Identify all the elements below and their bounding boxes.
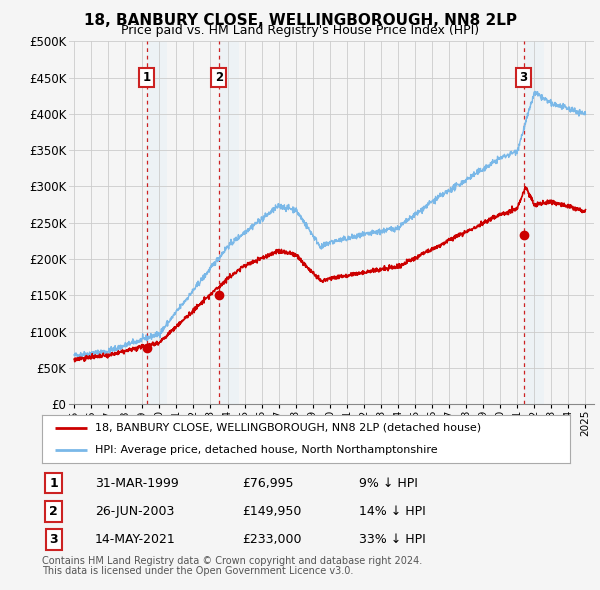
Text: 31-MAR-1999: 31-MAR-1999: [95, 477, 179, 490]
Text: HPI: Average price, detached house, North Northamptonshire: HPI: Average price, detached house, Nort…: [95, 445, 437, 455]
Text: 1: 1: [142, 71, 151, 84]
Text: 14% ↓ HPI: 14% ↓ HPI: [359, 505, 425, 518]
Text: Price paid vs. HM Land Registry's House Price Index (HPI): Price paid vs. HM Land Registry's House …: [121, 24, 479, 37]
Text: 3: 3: [49, 533, 58, 546]
Text: 3: 3: [520, 71, 527, 84]
Bar: [219, 41, 239, 404]
Text: 26-JUN-2003: 26-JUN-2003: [95, 505, 174, 518]
Text: 2: 2: [215, 71, 223, 84]
Text: Contains HM Land Registry data © Crown copyright and database right 2024.: Contains HM Land Registry data © Crown c…: [42, 556, 422, 566]
Text: £233,000: £233,000: [242, 533, 302, 546]
Bar: [524, 41, 544, 404]
Text: 18, BANBURY CLOSE, WELLINGBOROUGH, NN8 2LP: 18, BANBURY CLOSE, WELLINGBOROUGH, NN8 2…: [83, 13, 517, 28]
Text: £76,995: £76,995: [242, 477, 294, 490]
Text: 14-MAY-2021: 14-MAY-2021: [95, 533, 176, 546]
Text: £149,950: £149,950: [242, 505, 302, 518]
Text: This data is licensed under the Open Government Licence v3.0.: This data is licensed under the Open Gov…: [42, 566, 353, 576]
Text: 9% ↓ HPI: 9% ↓ HPI: [359, 477, 418, 490]
Text: 33% ↓ HPI: 33% ↓ HPI: [359, 533, 425, 546]
Text: 2: 2: [49, 505, 58, 518]
Text: 18, BANBURY CLOSE, WELLINGBOROUGH, NN8 2LP (detached house): 18, BANBURY CLOSE, WELLINGBOROUGH, NN8 2…: [95, 423, 481, 433]
Text: 1: 1: [49, 477, 58, 490]
Bar: [146, 41, 167, 404]
